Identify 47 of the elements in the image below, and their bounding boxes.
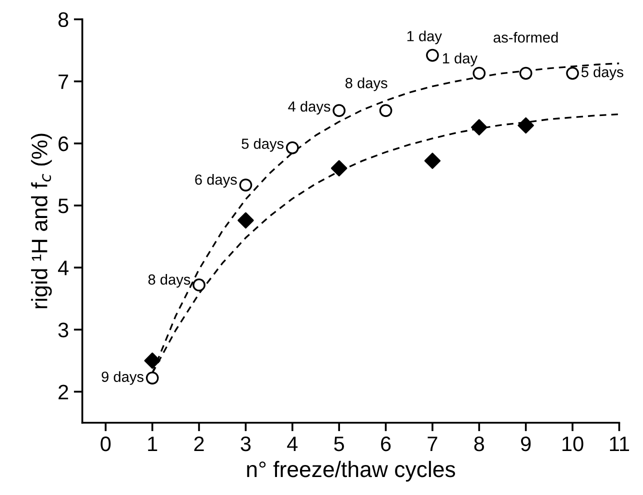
point bbox=[379, 104, 392, 117]
x-tick-label: 6 bbox=[381, 436, 391, 452]
x-tick-label: 11 bbox=[610, 436, 630, 452]
point bbox=[424, 152, 441, 169]
point bbox=[566, 66, 579, 80]
annotation: 5 days bbox=[242, 138, 284, 152]
point bbox=[519, 66, 532, 80]
y-tick-label: 6 bbox=[58, 136, 68, 152]
x-tick-label: 3 bbox=[240, 436, 251, 452]
annotation: 4 days bbox=[288, 100, 330, 115]
point bbox=[426, 48, 439, 62]
point bbox=[472, 66, 486, 80]
annotation: 8 days bbox=[148, 274, 190, 288]
x-tick-label: 7 bbox=[428, 436, 438, 452]
annotation: 5 days bbox=[581, 66, 624, 80]
annotation: as-formed bbox=[494, 32, 558, 43]
annotation: 8 days bbox=[345, 78, 388, 92]
y-tick-label: 2 bbox=[58, 384, 68, 400]
x-tick-label: 0 bbox=[100, 436, 111, 452]
x-tick-label: 5 bbox=[334, 436, 344, 452]
point bbox=[238, 212, 254, 229]
point bbox=[332, 104, 346, 117]
x-axis-title: n° freeze/thaw cycles bbox=[247, 460, 456, 482]
point bbox=[144, 352, 160, 369]
x-tick-label: 4 bbox=[287, 436, 298, 452]
y-tick-label: 8 bbox=[58, 12, 68, 28]
y-tick-label: 7 bbox=[58, 74, 68, 89]
x-tick-label: 8 bbox=[474, 436, 484, 452]
y-tick-label: 4 bbox=[58, 260, 68, 276]
annotation: 1 day bbox=[407, 30, 442, 44]
point bbox=[286, 141, 299, 154]
y-tick-label: 5 bbox=[58, 198, 68, 214]
annotation: 6 days bbox=[195, 174, 237, 188]
annotation: 9 days bbox=[102, 371, 144, 385]
point bbox=[518, 117, 534, 134]
y-tick-label: 3 bbox=[58, 322, 68, 338]
point bbox=[471, 119, 488, 136]
y-axis-title: rigid ¹H and f$_{c}$ (%) bbox=[31, 134, 52, 308]
point bbox=[239, 178, 252, 192]
x-tick-label: 1 bbox=[148, 436, 158, 452]
point bbox=[330, 160, 348, 176]
point bbox=[146, 372, 159, 384]
x-tick-label: 2 bbox=[194, 436, 204, 452]
point bbox=[192, 278, 206, 292]
x-tick-label: 10 bbox=[562, 436, 584, 452]
annotation: 1 day bbox=[442, 52, 478, 66]
x-tick-label: 9 bbox=[521, 436, 531, 452]
